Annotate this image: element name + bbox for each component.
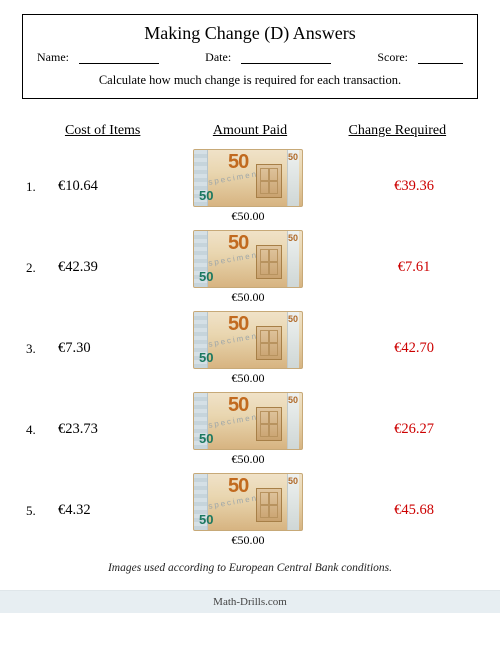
amount-paid-label: €50.00	[142, 290, 354, 305]
date-blank[interactable]	[241, 50, 331, 64]
col-change: Change Required	[325, 123, 470, 139]
row-number: 5.	[26, 503, 52, 519]
amount-paid-cell: 505050specimen €50.00	[142, 230, 354, 305]
transaction-row: 4.€23.73 505050specimen €50.00€26.27	[26, 392, 474, 467]
cost-value: €10.64	[52, 178, 142, 195]
amount-paid-cell: 505050specimen €50.00	[142, 392, 354, 467]
euro-50-banknote: 505050specimen	[193, 473, 303, 531]
amount-paid-label: €50.00	[142, 452, 354, 467]
attribution-footer: Images used according to European Centra…	[22, 562, 478, 574]
change-value: €45.68	[354, 502, 474, 519]
score-label: Score:	[377, 50, 408, 65]
col-cost: Cost of Items	[30, 123, 175, 139]
cost-value: €42.39	[52, 259, 142, 276]
amount-paid-cell: 505050specimen €50.00	[142, 311, 354, 386]
col-paid: Amount Paid	[177, 123, 322, 139]
page-title: Making Change (D) Answers	[37, 23, 463, 44]
amount-paid-label: €50.00	[142, 533, 354, 548]
amount-paid-label: €50.00	[142, 209, 354, 224]
meta-row: Name: Date: Score:	[37, 50, 463, 65]
change-value: €42.70	[354, 340, 474, 357]
euro-50-banknote: 505050specimen	[193, 149, 303, 207]
transaction-row: 3.€7.30 505050specimen €50.00€42.70	[26, 311, 474, 386]
transaction-row: 5.€4.32 505050specimen €50.00€45.68	[26, 473, 474, 548]
amount-paid-cell: 505050specimen €50.00	[142, 149, 354, 224]
name-blank[interactable]	[79, 50, 159, 64]
transaction-row: 2.€42.39 505050specimen €50.00€7.61	[26, 230, 474, 305]
euro-50-banknote: 505050specimen	[193, 392, 303, 450]
instruction: Calculate how much change is required fo…	[37, 73, 463, 88]
amount-paid-cell: 505050specimen €50.00	[142, 473, 354, 548]
amount-paid-label: €50.00	[142, 371, 354, 386]
euro-50-banknote: 505050specimen	[193, 311, 303, 369]
name-label: Name:	[37, 50, 69, 65]
change-value: €7.61	[354, 259, 474, 276]
transaction-row: 1.€10.64 505050specimen €50.00€39.36	[26, 149, 474, 224]
cost-value: €4.32	[52, 502, 142, 519]
cost-value: €23.73	[52, 421, 142, 438]
row-number: 1.	[26, 179, 52, 195]
score-blank[interactable]	[418, 50, 463, 64]
worksheet-frame: Making Change (D) Answers Name: Date: Sc…	[22, 14, 478, 99]
row-number: 3.	[26, 341, 52, 357]
brand-footer: Math-Drills.com	[0, 590, 500, 613]
date-label: Date:	[205, 50, 231, 65]
row-number: 2.	[26, 260, 52, 276]
euro-50-banknote: 505050specimen	[193, 230, 303, 288]
row-number: 4.	[26, 422, 52, 438]
rows-container: 1.€10.64505050specimen€50.00€39.362.€42.…	[26, 149, 474, 548]
column-headers: Cost of Items Amount Paid Change Require…	[30, 123, 470, 139]
change-value: €39.36	[354, 178, 474, 195]
change-value: €26.27	[354, 421, 474, 438]
cost-value: €7.30	[52, 340, 142, 357]
